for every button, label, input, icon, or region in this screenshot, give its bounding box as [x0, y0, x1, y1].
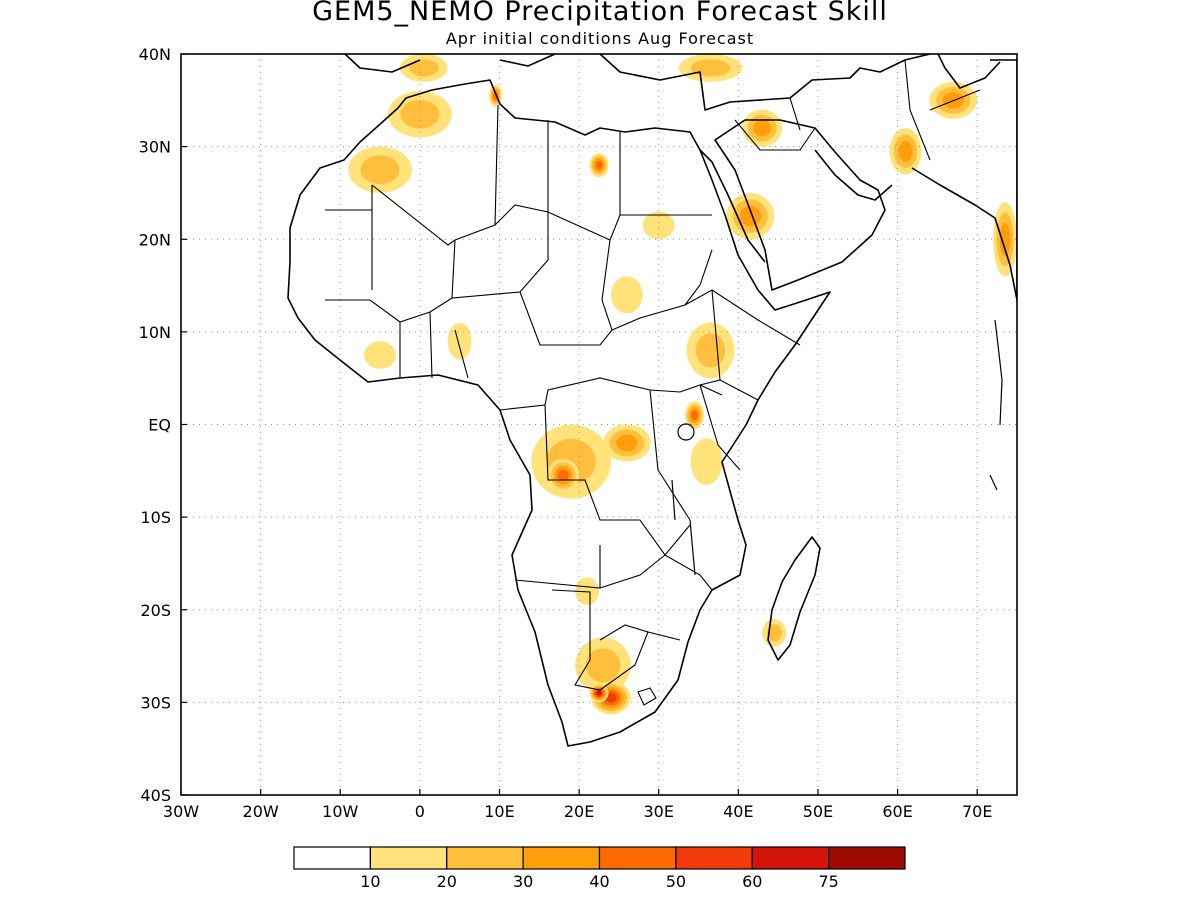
west-africa-borders [325, 297, 469, 379]
colorbar-swatch [598, 846, 677, 870]
colorbar-swatch [293, 846, 371, 870]
lat-tick-label: EQ [148, 416, 171, 435]
colorbar-swatch [446, 846, 524, 870]
skill-patch [616, 434, 638, 452]
lat-tick-label: 20S [140, 601, 171, 620]
colorbar-label: 75 [818, 872, 838, 891]
middle-east-borders [734, 59, 981, 161]
colorbar-label: 20 [437, 872, 457, 891]
lat-tick-label: 30N [139, 138, 171, 157]
skill-patch [575, 577, 599, 606]
africa-coastline [287, 79, 831, 747]
skill-patch [557, 469, 569, 482]
graticule [180, 53, 1017, 796]
persian-gulf-outline [814, 149, 893, 201]
lat-tick-label: 10S [140, 508, 171, 527]
skill-patch [691, 410, 698, 421]
skill-patch [610, 276, 643, 314]
lon-tick-label: 10W [322, 802, 358, 821]
colorbar-label: 50 [666, 872, 686, 891]
skill-patch [766, 624, 782, 642]
lat-tick-label: 20N [139, 230, 171, 249]
skill-patch [447, 322, 472, 360]
arabia-coastline [714, 119, 886, 291]
lat-tick-label: 40N [139, 45, 171, 64]
lakes-and-islands [671, 319, 1003, 576]
map-subtitle: Apr initial conditions Aug Forecast [445, 29, 755, 48]
lon-tick-label: 70E [962, 802, 992, 821]
lon-tick-label: 20W [243, 802, 279, 821]
skill-patch [999, 222, 1011, 256]
skill-patch [642, 211, 675, 240]
lat-tick-label: 10N [139, 323, 171, 342]
colorbar-label: 60 [742, 872, 762, 891]
lon-tick-label: 10E [484, 802, 514, 821]
colorbar-label: 40 [589, 872, 609, 891]
colorbar-swatch [522, 846, 601, 870]
skill-shading-layer [348, 54, 1017, 715]
skill-patch [585, 648, 621, 683]
colorbar-label: 30 [513, 872, 533, 891]
colorbar-swatch [751, 846, 830, 870]
red-sea-outline [699, 149, 766, 263]
lon-tick-label: 20E [564, 802, 594, 821]
skill-patch [364, 341, 396, 369]
skill-patch [898, 140, 913, 162]
lon-tick-label: 40E [723, 802, 753, 821]
skill-patch [739, 205, 761, 227]
skill-patch [595, 160, 603, 170]
caspian-outline [937, 54, 1001, 89]
map-title: GEM5_NEMO Precipitation Forecast Skill [312, 0, 888, 27]
country-borders [325, 59, 981, 706]
map-frame [180, 53, 1018, 796]
lon-tick-label: 30W [163, 802, 199, 821]
lon-tick-label: 60E [882, 802, 912, 821]
colorbar-swatch [828, 846, 906, 870]
lat-tick-label: 40S [140, 786, 171, 805]
lat-tick-label: 30S [140, 693, 171, 712]
skill-patch [690, 438, 723, 485]
lon-tick-label: 50E [803, 802, 833, 821]
skill-patch [360, 155, 400, 185]
skill-patch [596, 690, 602, 696]
skill-patch [409, 59, 439, 77]
axis-labels: 30W 20W 10W 0 10E 20E 30E 40E 50E 60E 70E 40N 30N 20N… [139, 45, 993, 821]
east-africa-borders [684, 289, 801, 471]
madagascar-coastline [767, 536, 821, 661]
lon-tick-label: 0 [415, 802, 425, 821]
north-africa-borders [325, 104, 712, 290]
southern-africa-borders [514, 545, 713, 691]
lon-tick-label: 30E [643, 802, 673, 821]
lesotho-border [637, 687, 657, 706]
colorbar-swatch [675, 846, 753, 870]
sahel-borders [451, 212, 713, 346]
colorbar: 10 20 30 40 50 60 75 [293, 846, 906, 891]
skill-patch [690, 59, 731, 77]
skill-patch [753, 119, 772, 137]
skill-patch [695, 333, 726, 368]
colorbar-label: 10 [360, 872, 380, 891]
colorbar-swatch [369, 846, 448, 870]
south-asia-coastline [911, 59, 1017, 301]
